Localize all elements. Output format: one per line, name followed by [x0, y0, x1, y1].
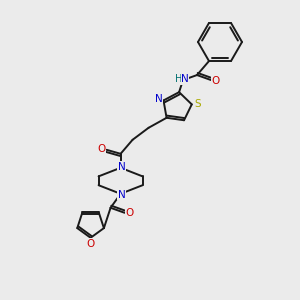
Text: N: N [118, 162, 125, 172]
Text: O: O [212, 76, 220, 86]
Text: S: S [194, 99, 201, 110]
Text: O: O [98, 144, 106, 154]
Text: N: N [181, 74, 189, 84]
Text: O: O [86, 239, 95, 249]
Text: N: N [118, 190, 125, 200]
Text: O: O [125, 208, 134, 218]
Text: N: N [154, 94, 162, 104]
Text: H: H [175, 74, 183, 84]
